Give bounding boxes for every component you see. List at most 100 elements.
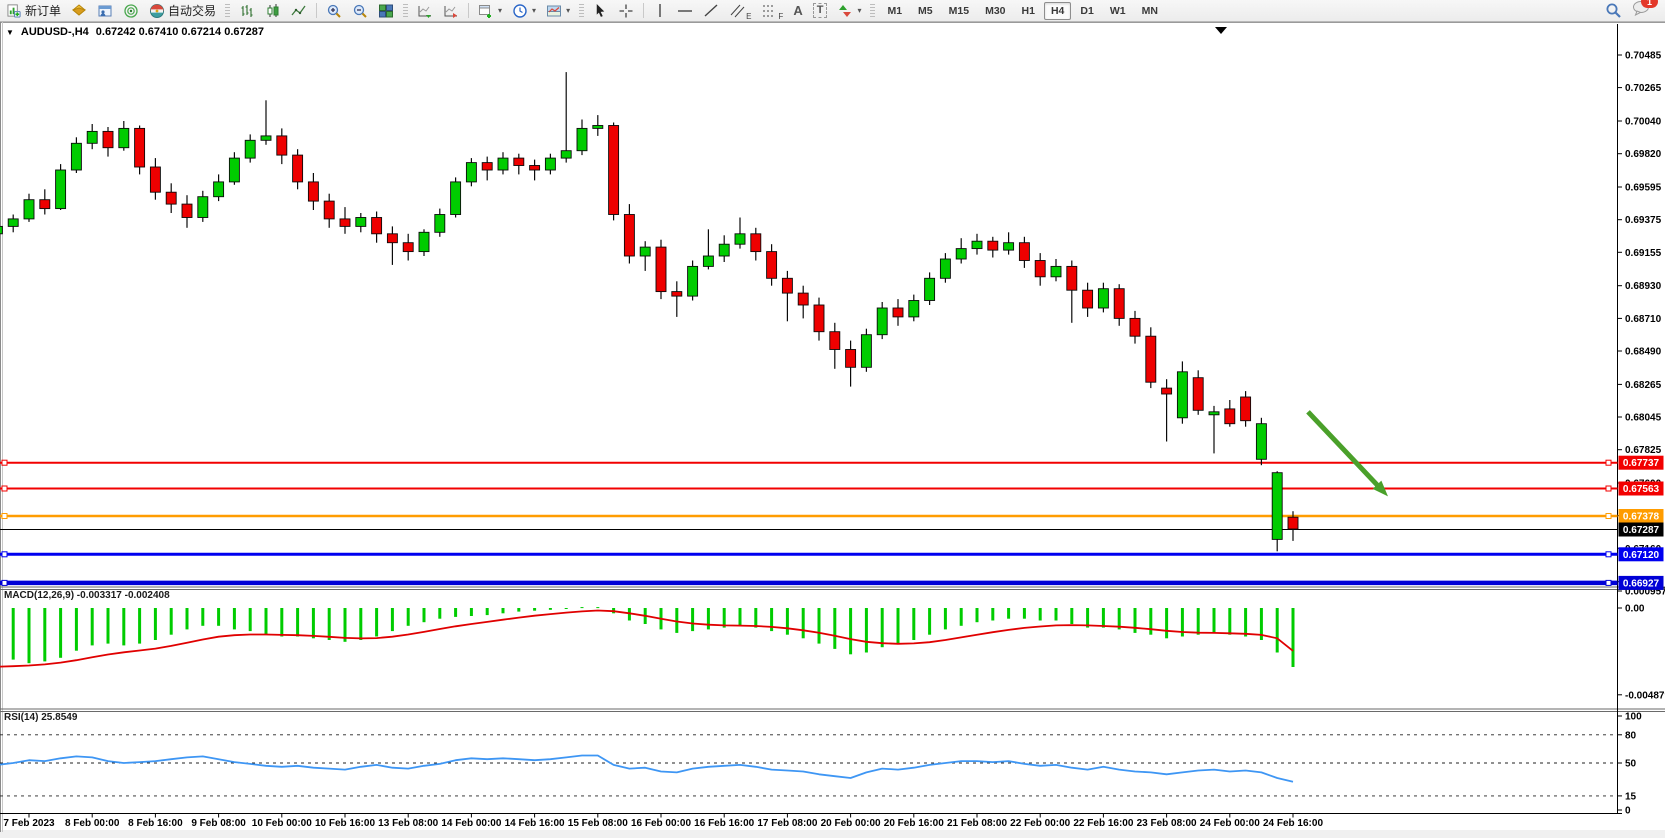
macd-histogram [11, 607, 1295, 667]
chart-dropdown-icon[interactable]: ▼ [6, 27, 14, 37]
candle-body [718, 243, 730, 257]
candle-body [386, 233, 398, 244]
candle-body [497, 157, 509, 171]
zoom-in-button[interactable] [321, 0, 347, 22]
horizontal-line-tool[interactable] [672, 0, 698, 22]
cursor-button[interactable] [588, 0, 613, 22]
time-tick-label: 13 Feb 08:00 [378, 818, 438, 829]
timeframe-MN[interactable]: MN [1141, 4, 1158, 17]
time-tick-label: 22 Feb 16:00 [1073, 818, 1133, 829]
timeframe-M30[interactable]: M30 [985, 4, 1006, 17]
text-label-tool-label: T [812, 3, 828, 18]
candle-body [544, 157, 556, 171]
line-handle[interactable] [1, 513, 8, 519]
timeframe-H4[interactable]: H4 [1043, 1, 1072, 20]
pane-borders [0, 22, 1665, 832]
line-handle[interactable] [1605, 579, 1612, 586]
candle-body [513, 157, 525, 166]
indicators-button[interactable]: ▾ [473, 0, 507, 22]
main-toolbar: 新订单 自动交易 [0, 0, 1665, 22]
candle-body [655, 246, 667, 293]
support-line-orange[interactable] [0, 513, 1618, 519]
fibonacci-tool[interactable]: F [756, 0, 788, 22]
candle-body [213, 181, 225, 198]
candle-body [671, 291, 683, 297]
candlestick-series[interactable] [0, 72, 1299, 552]
candle-body [813, 304, 825, 333]
candle-body [1287, 516, 1299, 530]
trendline-tool[interactable] [698, 0, 724, 22]
time-axis[interactable]: 7 Feb 2023 8 Feb 00:00 8 Feb 16:00 9 Feb 08… [3, 813, 1323, 830]
auto-scroll-button[interactable] [412, 0, 438, 22]
timeframe-M1[interactable]: M1 [887, 4, 903, 17]
candlestick-chart-button[interactable] [260, 0, 286, 22]
time-tick-label: 14 Feb 16:00 [505, 818, 565, 829]
candle-body [1097, 288, 1109, 309]
price-line-chip: 0.67120 [1623, 550, 1660, 561]
dropdown-caret: ▾ [566, 6, 571, 15]
macd-indicator-label: MACD(12,26,9) -0.003317 -0.002408 [4, 590, 170, 601]
macd-signal-line [0, 609, 1294, 668]
timeframe-D1[interactable]: D1 [1080, 4, 1094, 17]
equidistant-channel-tool[interactable]: E [724, 0, 756, 22]
price-tick-label: 0.68265 [1625, 380, 1662, 391]
support-line-navy[interactable] [0, 579, 1618, 586]
time-tick-label: 15 Feb 08:00 [568, 818, 628, 829]
tile-windows-button[interactable] [373, 0, 399, 22]
trend-arrow-annotation[interactable] [1306, 410, 1388, 497]
time-tick-label: 16 Feb 00:00 [631, 818, 691, 829]
new-order-button[interactable]: 新订单 [2, 0, 66, 22]
line-handle[interactable] [1605, 485, 1612, 492]
timeframe-M15[interactable]: M15 [948, 4, 970, 17]
zoom-out-icon [352, 3, 368, 19]
line-handle[interactable] [1605, 551, 1612, 558]
search-icon[interactable] [1605, 2, 1622, 19]
candle-body [260, 135, 272, 141]
price-tick-label: 0.68045 [1625, 413, 1662, 424]
line-handle[interactable] [1605, 459, 1612, 466]
line-chart-button[interactable] [286, 0, 312, 22]
candle-body [371, 217, 383, 235]
line-handle[interactable] [1, 551, 8, 558]
candle-body [0, 225, 3, 235]
candle-body [134, 127, 146, 168]
signals-button[interactable] [118, 0, 144, 22]
chart-shift-button[interactable] [438, 0, 464, 22]
line-handle[interactable] [1605, 513, 1612, 519]
candle-body [1066, 265, 1078, 291]
candle-body [23, 199, 35, 220]
candle-body [244, 139, 256, 159]
data-window-button[interactable] [92, 0, 118, 22]
timeframe-H1[interactable]: H1 [1021, 4, 1035, 17]
line-handle[interactable] [1, 485, 8, 492]
arrows-tool[interactable]: ▾ [832, 0, 866, 22]
support-line-blue[interactable] [0, 551, 1618, 558]
clock-icon [512, 3, 528, 19]
line-handle[interactable] [1, 459, 8, 466]
crosshair-button[interactable] [613, 0, 639, 22]
chat-button[interactable]: 1 [1632, 0, 1658, 21]
line-handle[interactable] [1, 579, 8, 586]
time-tick-label: 14 Feb 00:00 [441, 818, 501, 829]
zoom-out-button[interactable] [347, 0, 373, 22]
indicators-icon [478, 3, 494, 19]
chart-header: ▼ AUDUSD-,H4 0.67242 0.67410 0.67214 0.6… [6, 26, 264, 38]
vertical-line-tool[interactable] [648, 0, 672, 22]
periods-button[interactable]: ▾ [507, 0, 541, 22]
timeframe-M5[interactable]: M5 [918, 4, 933, 17]
resistance-line-1[interactable] [0, 459, 1618, 466]
resistance-line-2[interactable] [0, 485, 1618, 492]
bar-chart-button[interactable] [234, 0, 260, 22]
chart-shift-marker[interactable] [1215, 27, 1227, 34]
timeframe-W1[interactable]: W1 [1109, 4, 1126, 17]
text-tool[interactable]: A [788, 0, 807, 22]
autotrade-button[interactable]: 自动交易 [144, 0, 221, 22]
candle-body [355, 217, 367, 227]
trendline-icon [703, 3, 719, 18]
text-label-tool[interactable]: T [808, 0, 833, 22]
price-tick-label: 0.70265 [1625, 83, 1662, 94]
autotrade-label: 自动交易 [168, 4, 217, 18]
templates-button[interactable]: ▾ [541, 0, 575, 22]
market-button[interactable] [66, 0, 92, 22]
